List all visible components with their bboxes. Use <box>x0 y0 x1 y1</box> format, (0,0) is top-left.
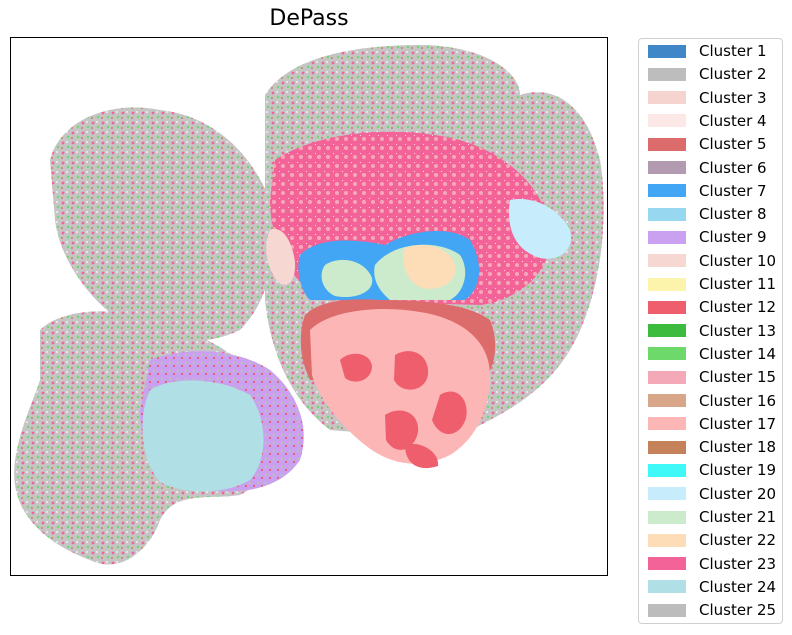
legend-swatch <box>648 137 686 151</box>
legend-label: Cluster 17 <box>699 414 777 433</box>
legend-label: Cluster 5 <box>699 135 767 154</box>
legend-label: Cluster 2 <box>699 65 767 84</box>
region-cluster-12-patches <box>340 351 467 469</box>
legend-swatch <box>648 91 686 105</box>
legend-label: Cluster 13 <box>699 321 777 340</box>
legend-swatch <box>648 394 686 407</box>
legend-item: Cluster 3 <box>648 89 767 107</box>
plot-frame <box>10 37 608 576</box>
region-cluster-10 <box>266 229 296 285</box>
tissue-left-lobe <box>50 107 274 341</box>
legend-swatch <box>648 580 686 594</box>
legend-label: Cluster 1 <box>699 42 767 60</box>
legend-label: Cluster 25 <box>699 601 777 620</box>
legend-item: Cluster 23 <box>648 555 776 573</box>
legend-swatch <box>648 533 686 547</box>
legend-label: Cluster 23 <box>699 554 777 573</box>
legend-item: Cluster 21 <box>648 508 776 526</box>
legend-item: Cluster 4 <box>648 112 767 130</box>
legend-swatch <box>648 347 686 361</box>
legend-swatch <box>648 44 686 58</box>
chart-title: DePass <box>269 6 349 31</box>
legend-swatch <box>648 370 686 384</box>
region-cluster-20 <box>509 199 571 259</box>
legend-swatch <box>648 463 686 477</box>
legend-item: Cluster 6 <box>648 159 767 177</box>
legend-swatch <box>648 300 686 314</box>
legend-item: Cluster 22 <box>648 531 776 549</box>
legend-label: Cluster 15 <box>699 368 777 387</box>
legend-item: Cluster 24 <box>648 578 776 596</box>
legend-item: Cluster 19 <box>648 461 776 479</box>
legend-item: Cluster 14 <box>648 345 776 363</box>
legend-label: Cluster 10 <box>699 251 777 270</box>
legend-item: Cluster 5 <box>648 135 767 153</box>
region-cluster-24 <box>142 380 264 492</box>
legend: Cluster 1 Cluster 2 Cluster 3 Cluster 4 Clus… <box>638 38 783 624</box>
legend-label: Cluster 12 <box>699 298 777 317</box>
legend-item: Cluster 17 <box>648 415 776 433</box>
legend-swatch <box>648 67 686 81</box>
legend-label: Cluster 7 <box>699 181 767 200</box>
legend-swatch <box>648 603 686 617</box>
legend-swatch <box>648 487 686 501</box>
legend-label: Cluster 20 <box>699 484 777 503</box>
legend-label: Cluster 24 <box>699 577 777 596</box>
tissue-region-group <box>14 45 604 565</box>
legend-item: Cluster 18 <box>648 438 776 456</box>
legend-label: Cluster 9 <box>699 228 767 247</box>
legend-label: Cluster 3 <box>699 88 767 107</box>
legend-item: Cluster 8 <box>648 205 767 223</box>
legend-swatch <box>648 557 686 571</box>
legend-item: Cluster 25 <box>648 601 776 619</box>
legend-swatch <box>648 184 686 198</box>
legend-item: Cluster 10 <box>648 252 776 270</box>
legend-swatch <box>648 254 686 268</box>
legend-label: Cluster 21 <box>699 508 777 526</box>
legend-item: Cluster 1 <box>648 42 767 60</box>
legend-label: Cluster 16 <box>699 391 777 410</box>
legend-label: Cluster 19 <box>699 461 777 480</box>
legend-item: Cluster 16 <box>648 392 776 410</box>
legend-item: Cluster 12 <box>648 298 776 316</box>
legend-item: Cluster 13 <box>648 322 776 340</box>
legend-item: Cluster 11 <box>648 275 776 293</box>
legend-swatch <box>648 114 686 128</box>
legend-swatch <box>648 161 686 174</box>
legend-item: Cluster 2 <box>648 65 767 83</box>
region-cluster-22 <box>403 244 456 289</box>
legend-swatch <box>648 324 686 338</box>
legend-swatch <box>648 230 686 244</box>
legend-label: Cluster 6 <box>699 158 767 177</box>
legend-label: Cluster 22 <box>699 531 777 550</box>
legend-label: Cluster 14 <box>699 344 777 363</box>
legend-label: Cluster 18 <box>699 438 777 457</box>
legend-item: Cluster 7 <box>648 182 767 200</box>
legend-item: Cluster 9 <box>648 228 767 246</box>
legend-label: Cluster 4 <box>699 111 767 130</box>
legend-swatch <box>648 440 686 454</box>
legend-label: Cluster 8 <box>699 205 767 224</box>
legend-label: Cluster 11 <box>699 275 777 293</box>
legend-swatch <box>648 207 686 221</box>
legend-swatch <box>648 277 686 291</box>
legend-item: Cluster 15 <box>648 368 776 386</box>
legend-swatch <box>648 510 686 524</box>
legend-item: Cluster 20 <box>648 485 776 503</box>
legend-swatch <box>648 417 686 431</box>
